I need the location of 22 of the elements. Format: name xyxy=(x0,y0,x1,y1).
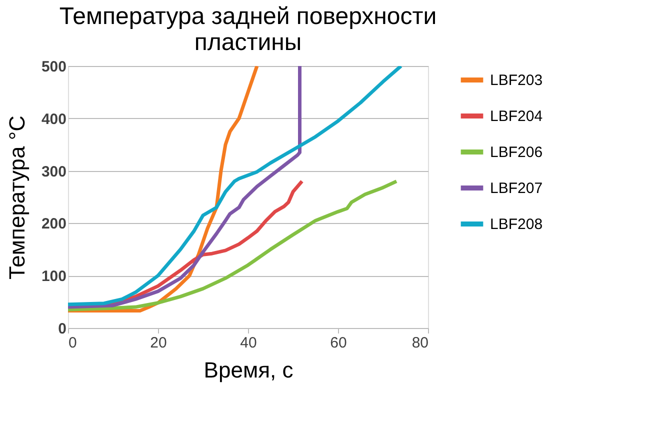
y-axis-title: Температура °C xyxy=(4,115,30,280)
y-tick-label: 200 xyxy=(41,216,66,233)
legend-label: LBF204 xyxy=(490,108,543,125)
legend-label: LBF208 xyxy=(490,216,543,233)
x-tick-label: 20 xyxy=(150,334,167,352)
x-axis-title: Время, с xyxy=(204,358,294,382)
legend-label: LBF207 xyxy=(490,180,543,197)
y-tick-label: 300 xyxy=(41,163,66,180)
x-tick-label: 60 xyxy=(330,334,347,352)
y-tick-label: 500 xyxy=(41,58,66,76)
y-tick-label: 100 xyxy=(41,268,66,286)
line-series xyxy=(68,66,403,306)
x-tick-label: 40 xyxy=(240,334,257,352)
y-tick-label: 400 xyxy=(41,110,66,128)
x-tick-label: 0 xyxy=(68,334,77,352)
x-tick-label: 80 xyxy=(412,334,428,352)
chart-title: Температура задней поверхности пластины xyxy=(59,3,437,56)
legend-label: LBF203 xyxy=(490,72,543,89)
legend-label: LBF206 xyxy=(490,144,543,161)
line-series xyxy=(68,66,302,309)
line-series xyxy=(68,180,398,312)
y-tick-label: 0 xyxy=(58,320,66,338)
